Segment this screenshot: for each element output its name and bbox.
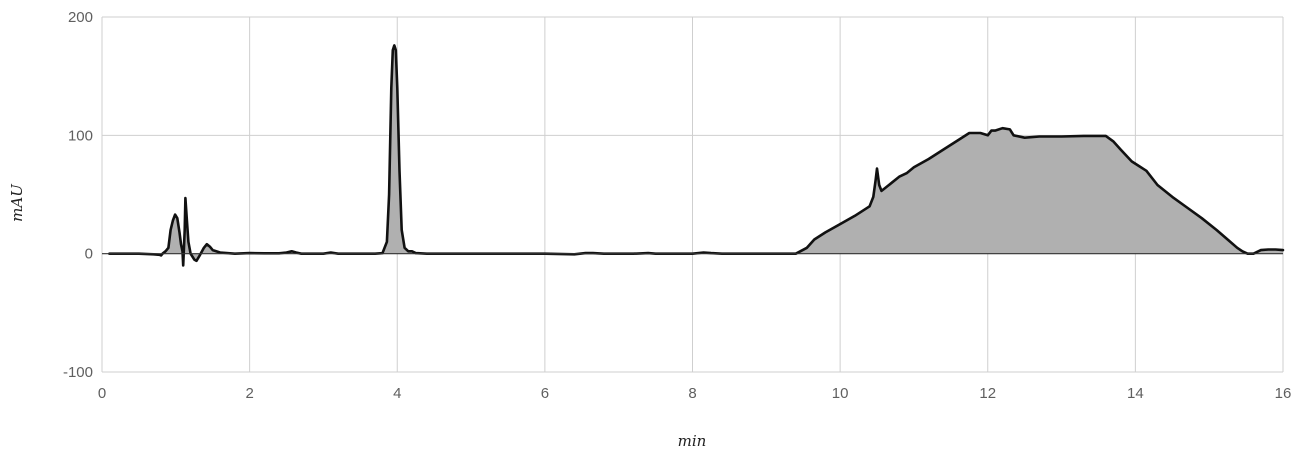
x-axis-label: min [678,432,707,450]
y-tick-label: 100 [68,127,93,144]
x-tick-label: 6 [541,385,549,402]
x-tick-label: 14 [1127,385,1144,402]
series-fill [109,45,1283,266]
x-tick-label: 16 [1275,385,1292,402]
y-axis-label: mAU [8,183,26,222]
y-tick-label: -100 [63,364,93,381]
series-area [108,44,1285,267]
tick-labels: 0 2 4 6 8 10 12 14 16 -100 0 100 200 [63,9,1291,402]
y-tick-label: 200 [68,9,93,26]
x-tick-label: 8 [688,385,696,402]
x-tick-label: 10 [832,385,849,402]
x-tick-label: 0 [98,385,106,402]
x-tick-label: 2 [245,385,253,402]
x-tick-label: 12 [979,385,996,402]
x-tick-label: 4 [393,385,401,402]
y-tick-label: 0 [85,246,93,263]
